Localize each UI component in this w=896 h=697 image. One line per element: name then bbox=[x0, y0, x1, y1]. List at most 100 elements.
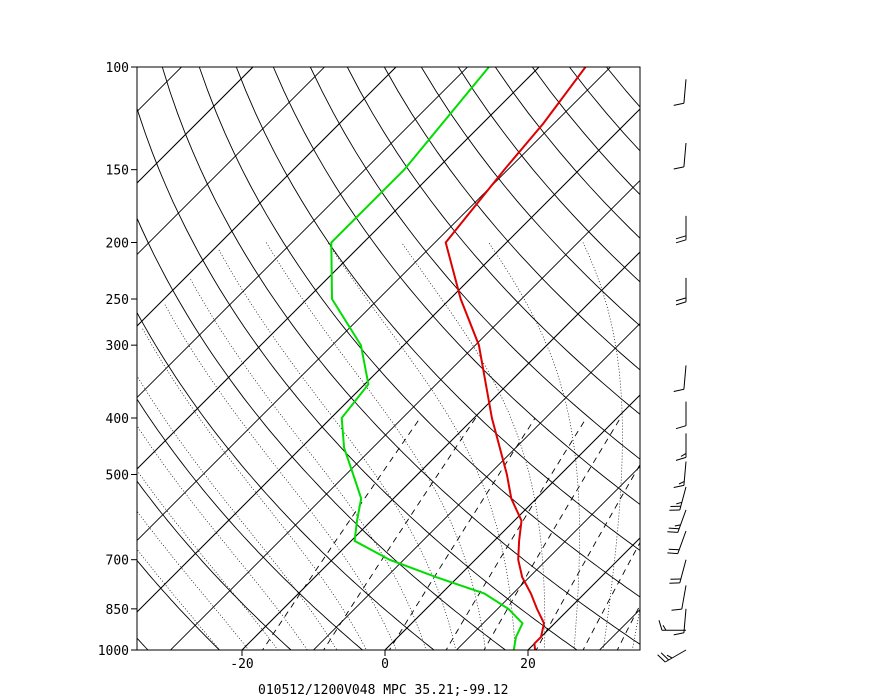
wind-barb bbox=[658, 620, 687, 631]
isotherm bbox=[137, 108, 640, 613]
moist-adiabat bbox=[137, 510, 250, 650]
temperature-tick-label: -20 bbox=[230, 657, 253, 672]
wind-barb bbox=[669, 559, 687, 584]
plot-frame bbox=[136, 66, 641, 651]
isotherm bbox=[137, 67, 612, 542]
pressure-tick-label: 700 bbox=[106, 554, 129, 569]
pressure-tick-label: 850 bbox=[106, 603, 129, 618]
dry-adiabat bbox=[137, 480, 292, 650]
dry-adiabat bbox=[754, 67, 896, 662]
wind-barb-column bbox=[657, 79, 687, 663]
barb-feather bbox=[673, 102, 685, 106]
moist-adiabat bbox=[266, 242, 486, 650]
barb-feather bbox=[666, 654, 673, 659]
mixing-ratio-line bbox=[445, 417, 587, 650]
barb-feather bbox=[675, 456, 687, 461]
barb-feather bbox=[658, 620, 663, 631]
barb-feather bbox=[678, 480, 685, 485]
dry-adiabat bbox=[680, 67, 896, 662]
isotherm bbox=[598, 608, 640, 650]
wind-barb bbox=[673, 142, 687, 170]
moist-adiabat bbox=[327, 242, 516, 650]
mixing-ratio-line bbox=[388, 417, 536, 650]
barb-staff bbox=[679, 486, 687, 511]
wind-barb bbox=[669, 486, 687, 511]
wind-barb bbox=[675, 277, 687, 306]
temperature-trace bbox=[444, 67, 587, 650]
dry-adiabat bbox=[198, 67, 640, 598]
moist-adiabat bbox=[401, 242, 546, 650]
isotherm bbox=[241, 251, 640, 650]
isotherm bbox=[137, 67, 254, 184]
dry-adiabat bbox=[457, 67, 640, 283]
wind-barb bbox=[657, 649, 687, 663]
wind-barb bbox=[673, 79, 687, 106]
isotherm bbox=[137, 67, 469, 399]
mixing-ratio-line bbox=[616, 604, 640, 650]
wind-barb bbox=[667, 509, 687, 533]
barb-feather bbox=[675, 235, 687, 240]
dry-adiabat bbox=[643, 67, 896, 662]
barb-feather bbox=[675, 297, 687, 302]
wind-barb bbox=[667, 530, 687, 555]
tick-layer: 100 150 200 250 300 400 500 700 850 1000 -20 0 20 bbox=[98, 61, 536, 672]
barb-staff bbox=[679, 559, 687, 584]
moist-adiabat bbox=[137, 375, 338, 650]
dewpoint-trace bbox=[330, 67, 524, 650]
barb-staff bbox=[683, 365, 687, 390]
mixing-ratio-line bbox=[483, 417, 621, 650]
barb-feather bbox=[675, 301, 687, 306]
dry-adiabat bbox=[137, 398, 364, 650]
isotherm bbox=[137, 67, 183, 113]
barb-feather bbox=[671, 608, 682, 611]
pressure-tick-label: 300 bbox=[106, 339, 129, 354]
isotherm bbox=[137, 67, 540, 470]
dry-adiabat bbox=[137, 559, 221, 650]
moist-adiabat bbox=[137, 548, 221, 650]
barb-feather bbox=[668, 527, 680, 530]
barb-staff bbox=[681, 585, 687, 610]
wind-barb bbox=[673, 365, 687, 392]
moist-adiabat bbox=[488, 242, 580, 650]
dry-adiabat bbox=[606, 67, 640, 108]
pressure-tick-label: 500 bbox=[106, 468, 129, 483]
isotherm bbox=[384, 394, 640, 650]
barb-feather bbox=[675, 239, 687, 244]
pressure-tick-label: 100 bbox=[106, 61, 129, 76]
dry-adiabat bbox=[717, 67, 896, 662]
barb-feather bbox=[673, 166, 685, 170]
barb-feather bbox=[673, 632, 685, 636]
pressure-tick-label: 250 bbox=[106, 293, 129, 308]
wind-barb bbox=[675, 215, 687, 244]
barb-feather bbox=[673, 388, 685, 392]
barb-feather bbox=[674, 524, 681, 527]
barb-feather bbox=[680, 452, 687, 457]
isotherm bbox=[0, 40, 65, 662]
wind-barb bbox=[673, 461, 687, 488]
dry-adiabat bbox=[0, 67, 15, 662]
isotherm bbox=[312, 322, 640, 650]
moist-adiabat bbox=[189, 277, 427, 650]
isotherm bbox=[659, 40, 896, 662]
moist-adiabat bbox=[659, 243, 741, 663]
mixing-ratio-line bbox=[582, 541, 640, 650]
mixing-ratio-line bbox=[535, 463, 640, 650]
barb-feather bbox=[668, 548, 680, 551]
mixing-ratio-line bbox=[323, 417, 476, 650]
dry-adiabat bbox=[309, 67, 640, 460]
pressure-tick-label: 150 bbox=[106, 164, 129, 179]
wind-barb bbox=[671, 585, 687, 611]
dry-adiabat bbox=[569, 67, 640, 152]
dry-adiabat bbox=[420, 67, 640, 327]
barb-feather bbox=[667, 552, 678, 555]
isotherm bbox=[455, 465, 640, 650]
dry-adiabat bbox=[137, 217, 507, 650]
barb-feather bbox=[667, 531, 678, 533]
moist-adiabat bbox=[631, 606, 640, 650]
moist-adiabat bbox=[164, 303, 397, 650]
grid-layer bbox=[0, 40, 896, 663]
temperature-tick-label: 0 bbox=[381, 657, 389, 672]
barb-staff bbox=[683, 142, 687, 167]
wind-barb bbox=[675, 401, 687, 430]
